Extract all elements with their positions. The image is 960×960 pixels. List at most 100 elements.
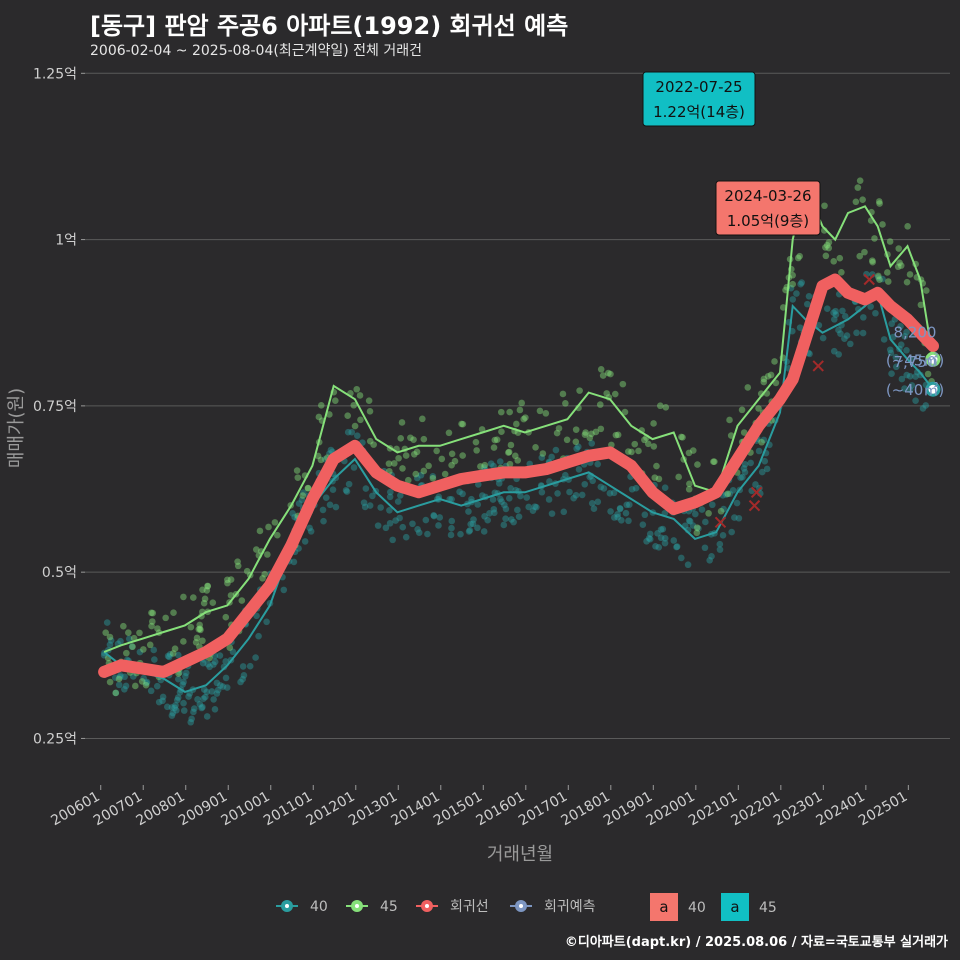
scatter-point-40 [129,673,137,680]
scatter-point-40 [484,516,491,524]
scatter-point-45 [581,431,589,438]
scatter-point-45 [366,437,374,445]
scatter-point-40 [832,311,840,318]
scatter-point-45 [209,599,217,606]
scatter-point-40 [399,523,407,531]
scatter-point-40 [174,694,182,701]
scatter-point-40 [322,494,330,502]
scatter-point-40 [237,678,244,686]
scatter-point-45 [490,444,498,451]
scatter-point-40 [307,528,315,535]
scatter-point-40 [548,453,555,461]
scatter-point-40 [578,491,586,499]
scatter-point-45 [644,440,652,448]
scatter-point-40 [116,673,124,681]
scatter-point-40 [487,460,495,467]
legend: 40 45 회귀선 회귀예측 a 40 a 45 [276,893,777,921]
scatter-point-40 [362,485,370,492]
scatter-point-40 [600,485,608,492]
scatter-point-45 [876,276,883,283]
scatter-point-45 [234,558,241,565]
scatter-point-40 [572,491,580,499]
scatter-point-45 [655,475,663,483]
scatter-point-45 [599,372,607,379]
scatter-point-45 [317,402,325,409]
scatter-point-45 [234,562,242,570]
cancelled-mark [748,499,761,512]
scatter-point-40 [892,353,900,361]
scatter-point-45 [685,449,693,457]
scatter-point-40 [588,440,596,447]
scatter-point-45 [419,415,426,423]
scatter-point-45 [404,476,412,484]
scatter-point-45 [656,402,664,410]
y-axis: 0.25억 0.5억 0.75억 1억 1.25억 [33,66,85,747]
scatter-point-40 [417,471,425,479]
scatter-point-45 [395,454,402,462]
scatter-point-40 [465,528,473,535]
scatter-point-45 [391,460,398,467]
scatter-point-40 [470,516,477,523]
scatter-point-45 [895,245,903,252]
scatter-point-40 [531,503,539,510]
scatter-point-40 [103,619,111,626]
scatter-point-40 [646,535,654,543]
legend-badge [721,893,749,921]
scatter-point-40 [830,309,837,317]
scatter-point-40 [554,490,561,497]
scatter-point-45 [693,529,701,537]
scatter-point-45 [472,438,480,446]
scatter-point-45 [614,431,622,439]
scatter-point-40 [469,520,477,528]
scatter-point-40 [903,328,910,336]
scatter-point-40 [912,397,919,404]
scatter-point-40 [729,486,737,494]
scatter-point-40 [344,428,352,436]
scatter-point-45 [459,420,467,428]
scatter-point-40 [198,704,205,712]
scatter-point-40 [889,333,897,341]
scatter-point-40 [382,524,390,532]
scatter-point-40 [815,321,823,329]
scatter-point-40 [125,635,133,643]
scatter-point-40 [606,490,614,497]
scatter-point-40 [641,511,649,519]
scatter-point-45 [869,258,876,266]
scatter-point-40 [353,432,361,439]
scatter-point-40 [652,542,659,550]
scatter-point-40 [240,672,248,679]
scatter-point-40 [121,685,128,693]
scatter-point-40 [835,351,842,358]
scatter-point-40 [140,674,147,682]
legend-key-dot-center [425,904,429,908]
scatter-point-40 [386,506,393,514]
scatter-point-40 [661,484,669,492]
scatter-point-45 [264,551,271,558]
scatter-point-40 [214,686,222,694]
scatter-point-40 [188,715,195,723]
scatter-point-45 [651,474,659,481]
annotation-value: 1.05억(9층) [727,212,809,230]
scatter-point-45 [227,576,235,583]
scatter-point-40 [159,697,166,705]
scatter-point-40 [179,681,186,688]
scatter-point-45 [429,474,437,482]
legend-badge-label: 45 [759,900,777,916]
scatter-point-40 [478,492,486,499]
scatter-point-45 [512,452,519,460]
scatter-point-40 [211,658,219,666]
scatter-point-45 [142,681,150,689]
scatter-point-45 [539,450,547,457]
x-axis-title: 거래년월 [487,844,553,865]
scatter-point-40 [843,332,851,339]
scatter-point-45 [170,609,177,617]
scatter-point-40 [466,527,474,534]
scatter-point-40 [919,405,927,412]
scatter-point-40 [830,347,838,355]
scatter-point-40 [220,663,228,671]
scatter-point-40 [698,506,706,513]
legend-key-dot-center [285,904,289,908]
scatter-point-40 [374,522,382,529]
scatter-point-40 [377,504,384,511]
legend-label: 40 [310,899,328,915]
